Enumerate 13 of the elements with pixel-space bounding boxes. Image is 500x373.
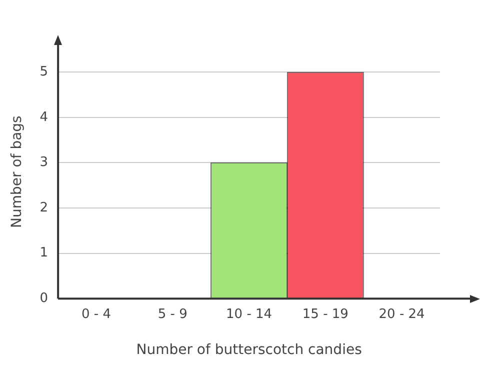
y-tick-label: 1 (40, 246, 48, 261)
x-tick-label: 15 - 19 (302, 306, 348, 322)
y-tick-label: 3 (40, 155, 48, 170)
x-tick-label: 5 - 9 (158, 306, 188, 322)
y-tick-label: 4 (40, 110, 48, 125)
x-axis-title: Number of butterscotch candies (136, 342, 362, 358)
x-tick-label: 10 - 14 (226, 306, 272, 322)
y-tick-label: 2 (40, 200, 48, 216)
x-tick-label: 0 - 4 (82, 306, 112, 322)
y-axis-title: Number of bags (9, 116, 26, 228)
x-tick-label: 20 - 24 (378, 306, 425, 322)
y-tick-label: 5 (40, 64, 48, 80)
y-tick-label: 0 (40, 290, 48, 306)
